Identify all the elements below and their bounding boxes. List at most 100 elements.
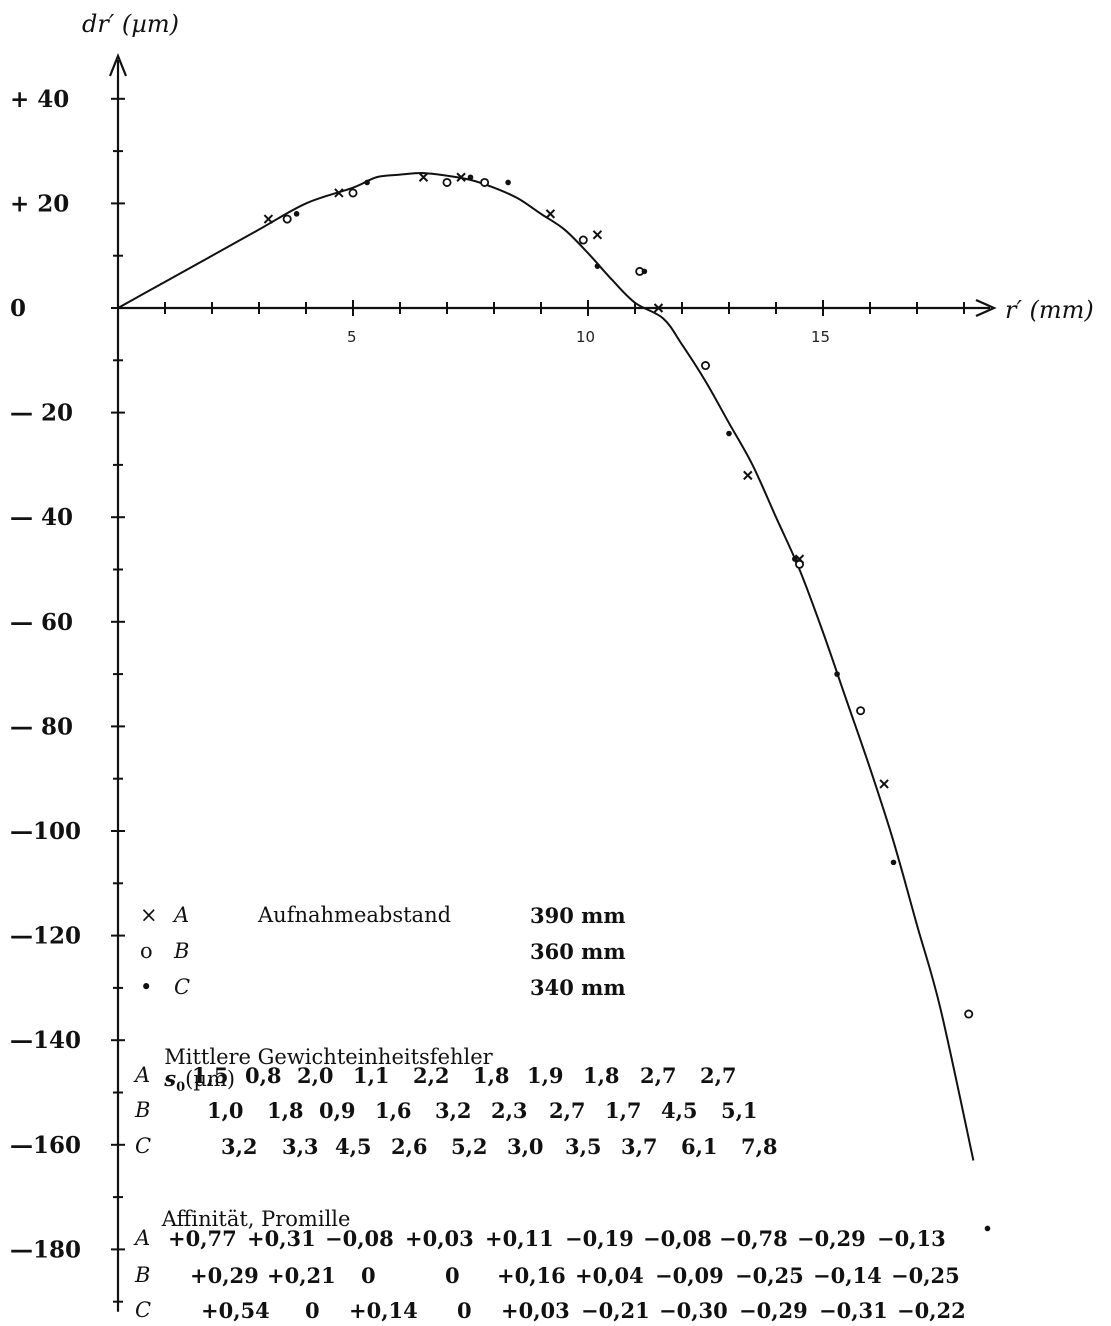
table-cell: 0,8 — [245, 1063, 282, 1088]
legend-symbol: • — [140, 975, 153, 999]
series-A — [263, 172, 889, 789]
table-cell: −0,14 — [813, 1263, 882, 1288]
table-cell: +0,77 — [168, 1226, 237, 1251]
point-A — [545, 209, 556, 219]
table-cell: 0 — [305, 1298, 320, 1323]
table-row: B 1,0 1,8 0,9 1,6 3,2 2,3 2,7 1,7 4,5 5,1 — [135, 1100, 975, 1126]
point-C — [364, 179, 370, 186]
legend-value: 340 mm — [530, 975, 626, 1000]
point-B — [442, 177, 452, 187]
series-C — [293, 174, 991, 1232]
point-C — [467, 174, 474, 181]
error-table-title: Mittlere Gewichteinheitsfehler s0(µm) — [135, 1025, 493, 1115]
y-tick-label: —120 — [10, 923, 81, 950]
error-table-symbol: s — [164, 1066, 177, 1091]
table-cell: −0,29 — [797, 1226, 866, 1251]
legend-letter: A — [174, 903, 190, 927]
row-letter: B — [135, 1263, 151, 1287]
error-table-subscript: 0 — [176, 1080, 186, 1096]
data-points — [263, 172, 991, 1232]
point-A — [263, 214, 274, 224]
table-cell: 4,5 — [661, 1098, 698, 1123]
table-cell: +0,14 — [349, 1298, 418, 1323]
row-letter: A — [135, 1226, 151, 1250]
point-B — [480, 177, 490, 187]
point-C — [834, 671, 840, 677]
y-axis-arrow — [108, 53, 128, 77]
table-cell: 3,3 — [282, 1134, 319, 1159]
y-tick-label: — 60 — [10, 609, 73, 636]
affinity-table-title: Affinität, Promille — [135, 1188, 351, 1251]
y-axis-label: dr′ (µm) — [82, 10, 179, 38]
table-cell: 3,7 — [621, 1134, 658, 1159]
point-C — [792, 556, 798, 562]
table-cell: 2,7 — [700, 1063, 737, 1088]
point-A — [743, 470, 753, 481]
table-cell: 2,6 — [391, 1134, 428, 1159]
legend-value: 360 mm — [530, 939, 626, 964]
table-cell: 7,8 — [741, 1134, 778, 1159]
row-letter: A — [135, 1063, 151, 1087]
error-table-title-text: Mittlere Gewichteinheitsfehler — [164, 1045, 493, 1069]
table-cell: 1,7 — [605, 1098, 642, 1123]
point-C — [594, 263, 601, 269]
row-letter: C — [135, 1298, 152, 1322]
table-cell: 2,2 — [413, 1063, 450, 1088]
table-cell: 1,8 — [583, 1063, 620, 1088]
row-letter: B — [135, 1098, 151, 1122]
table-cell: +0,03 — [501, 1298, 570, 1323]
table-cell: −0,08 — [325, 1226, 394, 1251]
point-C — [890, 859, 897, 866]
table-cell: +0,04 — [575, 1263, 644, 1288]
table-cell: −0,08 — [643, 1226, 712, 1251]
table-cell: 6,1 — [681, 1134, 718, 1159]
table-cell: 0,9 — [319, 1098, 356, 1123]
point-A — [456, 172, 466, 182]
point-C — [505, 179, 511, 186]
y-tick-label: —140 — [10, 1027, 81, 1054]
y-tick-label: — 40 — [10, 504, 73, 531]
y-tick-label: + 40 — [10, 86, 69, 113]
point-B — [282, 214, 292, 224]
point-C — [726, 430, 732, 437]
table-cell: 0 — [457, 1298, 472, 1323]
table-cell: +0,29 — [190, 1263, 259, 1288]
point-B — [964, 1009, 974, 1019]
point-B — [795, 559, 805, 569]
legend-value: 390 mm — [530, 903, 626, 928]
table-cell: −0,22 — [897, 1298, 966, 1323]
affinity-table-title-text: Affinität, Promille — [161, 1207, 351, 1231]
table-cell: 3,0 — [507, 1134, 544, 1159]
legend-row: • C 340 mm — [140, 977, 660, 1003]
table-cell: −0,29 — [739, 1298, 808, 1323]
table-cell: −0,78 — [719, 1226, 788, 1251]
x-axis-label: r′ (mm) — [1005, 296, 1094, 324]
fitted-curve — [117, 172, 975, 1161]
table-cell: 1,0 — [207, 1098, 244, 1123]
point-C — [984, 1225, 991, 1232]
y-tick-label: —160 — [10, 1132, 81, 1159]
table-cell: +0,54 — [201, 1298, 270, 1323]
point-B — [701, 361, 711, 371]
tick-labels: + 40 + 20 0 — 20 — 40 — 60 — 80 —100 —120 —140 —16… — [10, 86, 830, 1264]
x-axis-label-text: r′ (mm) — [1005, 296, 1094, 324]
table-cell: −0,13 — [877, 1226, 946, 1251]
point-B — [578, 235, 588, 245]
legend-symbol: o — [140, 939, 153, 963]
legend-symbol: × — [140, 903, 158, 927]
point-C — [641, 268, 648, 275]
table-row: A +0,77 +0,31 −0,08 +0,03 +0,11 −0,19 −0,08 −0,7… — [135, 1228, 975, 1254]
table-cell: −0,09 — [655, 1263, 724, 1288]
x-axis-arrow — [975, 298, 997, 318]
legend-label: Aufnahmeabstand — [258, 903, 452, 927]
table-cell: −0,21 — [581, 1298, 650, 1323]
table-cell: −0,31 — [819, 1298, 888, 1323]
x-tick-label: 15 — [811, 328, 830, 346]
table-cell: −0,30 — [659, 1298, 728, 1323]
point-A — [418, 172, 429, 182]
axes — [108, 53, 997, 1312]
table-row: A 1,5 0,8 2,0 1,1 2,2 1,8 1,9 1,8 2,7 2,7 — [135, 1065, 975, 1091]
table-row: C 3,2 3,3 4,5 2,6 5,2 3,0 3,5 3,7 6,1 7,8 — [135, 1136, 975, 1162]
point-A — [653, 303, 664, 313]
